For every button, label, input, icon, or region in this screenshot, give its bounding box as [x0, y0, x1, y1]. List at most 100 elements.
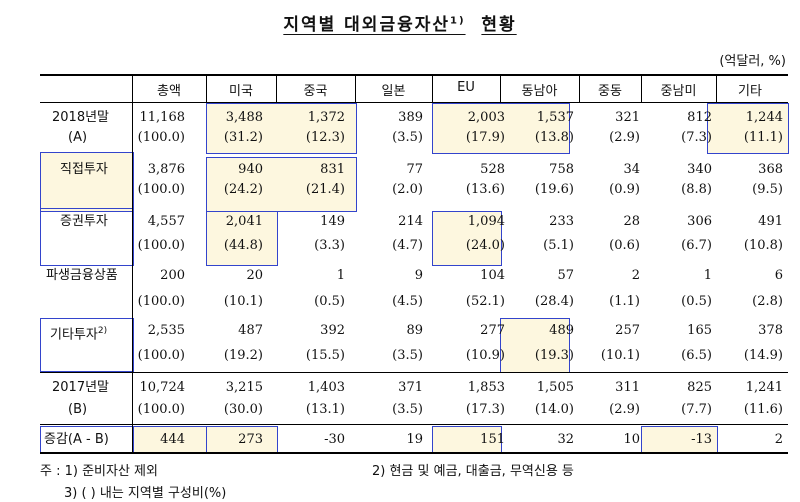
value-y2018-6: 321: [615, 110, 640, 125]
share-direct-6: (0.9): [609, 182, 640, 197]
share-securities-8: (10.8): [743, 238, 783, 253]
share-other-1: (19.2): [223, 348, 263, 363]
value-other-0: 2,535: [147, 323, 185, 338]
column-header-0: 총액: [157, 84, 181, 99]
column-rule: [206, 74, 207, 102]
column-header-4: EU: [457, 80, 475, 95]
value-derivatives-0: 200: [160, 268, 185, 283]
row-label-other: 기타투자2): [50, 323, 107, 343]
value-direct-4: 528: [480, 162, 505, 177]
value-other-8: 378: [758, 323, 783, 338]
share-derivatives-3: (4.5): [392, 294, 423, 309]
value-derivatives-7: 1: [703, 268, 712, 283]
share-derivatives-6: (1.1): [609, 294, 640, 309]
share-direct-4: (13.6): [465, 182, 505, 197]
value-derivatives-8: 6: [774, 268, 783, 283]
share-securities-6: (0.6): [609, 238, 640, 253]
highlight-box: [707, 103, 789, 154]
share-derivatives-1: (10.1): [223, 294, 263, 309]
value-y2018-3: 389: [398, 110, 423, 125]
share-securities-1: (44.8): [223, 238, 263, 253]
highlight-box: [432, 103, 570, 154]
share-direct-2: (21.4): [305, 182, 345, 197]
unit-label: (억달러, %): [719, 54, 786, 69]
value-other-6: 257: [615, 323, 640, 338]
value-y2017-8: 1,241: [745, 380, 783, 395]
row-sublabel-y2017: (B): [68, 402, 88, 417]
share-y2017-1: (30.0): [223, 402, 263, 417]
row-label-diff: 증감(A - B): [44, 432, 109, 448]
share-derivatives-4: (52.1): [465, 294, 505, 309]
value-y2017-5: 1,505: [536, 380, 574, 395]
table-rule: [40, 102, 788, 103]
row-label-securities: 증권투자: [60, 214, 108, 230]
value-y2017-3: 371: [398, 380, 423, 395]
highlight-box: [641, 426, 718, 453]
value-direct-0: 3,876: [147, 162, 185, 177]
share-other-5: (19.3): [534, 348, 574, 363]
row-label-text: 파생금융상품: [46, 268, 118, 283]
value-other-2: 392: [320, 323, 345, 338]
highlight-box: [40, 318, 134, 372]
share-securities-0: (100.0): [137, 238, 185, 253]
column-header-2: 중국: [303, 84, 328, 99]
share-direct-0: (100.0): [137, 182, 185, 197]
value-other-1: 487: [238, 323, 263, 338]
value-other-5: 489: [549, 323, 574, 338]
value-diff-6: 10: [623, 432, 640, 447]
value-derivatives-6: 2: [631, 268, 640, 283]
share-y2018-0: (100.0): [137, 130, 185, 145]
share-other-8: (14.9): [743, 348, 783, 363]
column-rule: [276, 74, 277, 102]
highlight-box: [432, 211, 502, 266]
value-securities-1: 2,041: [225, 214, 263, 229]
share-securities-7: (6.7): [681, 238, 712, 253]
table-rule: [40, 424, 788, 425]
value-securities-7: 306: [687, 214, 712, 229]
value-y2017-4: 1,853: [467, 380, 505, 395]
share-securities-5: (5.1): [543, 238, 574, 253]
value-y2018-7: 812: [687, 110, 712, 125]
value-y2018-2: 1,372: [307, 110, 345, 125]
column-header-6: 중동: [598, 84, 622, 99]
table-rule: [40, 452, 788, 454]
share-securities-2: (3.3): [314, 238, 345, 253]
row-label-text: 증권투자: [60, 214, 108, 229]
share-other-2: (15.5): [305, 348, 345, 363]
column-header-3: 일본: [381, 84, 406, 99]
share-derivatives-8: (2.8): [752, 294, 783, 309]
value-y2018-0: 11,168: [139, 110, 186, 125]
share-derivatives-5: (28.4): [534, 294, 574, 309]
share-y2017-2: (13.1): [305, 402, 345, 417]
share-securities-4: (24.0): [465, 238, 505, 253]
share-derivatives-7: (0.5): [681, 294, 712, 309]
value-y2018-4: 2,003: [467, 110, 505, 125]
highlight-box: [206, 103, 357, 154]
share-securities-3: (4.7): [392, 238, 423, 253]
share-direct-5: (19.6): [534, 182, 574, 197]
row-label-footnote: 2): [97, 326, 108, 336]
value-diff-7: -13: [691, 432, 712, 447]
value-diff-1: 273: [238, 432, 263, 447]
highlight-box: [133, 426, 208, 453]
share-other-3: (3.5): [392, 348, 423, 363]
share-other-6: (10.1): [600, 348, 640, 363]
value-securities-6: 28: [623, 214, 640, 229]
share-y2018-6: (2.9): [609, 130, 640, 145]
share-y2018-1: (31.2): [223, 130, 263, 145]
row-sublabel-y2018: (A): [68, 130, 88, 145]
table-rule: [40, 74, 788, 76]
highlight-box: [206, 426, 278, 453]
row-label-derivatives: 파생금융상품: [46, 268, 118, 284]
column-header-8: 기타: [738, 84, 762, 99]
highlight-box: [40, 152, 134, 212]
value-direct-5: 758: [549, 162, 574, 177]
share-direct-3: (2.0): [392, 182, 423, 197]
value-securities-4: 1,094: [467, 214, 505, 229]
value-securities-2: 149: [320, 214, 345, 229]
column-rule: [355, 74, 356, 102]
share-y2017-3: (3.5): [392, 402, 423, 417]
column-rule: [716, 74, 717, 102]
column-header-7: 중남미: [660, 84, 697, 99]
value-direct-6: 34: [623, 162, 640, 177]
